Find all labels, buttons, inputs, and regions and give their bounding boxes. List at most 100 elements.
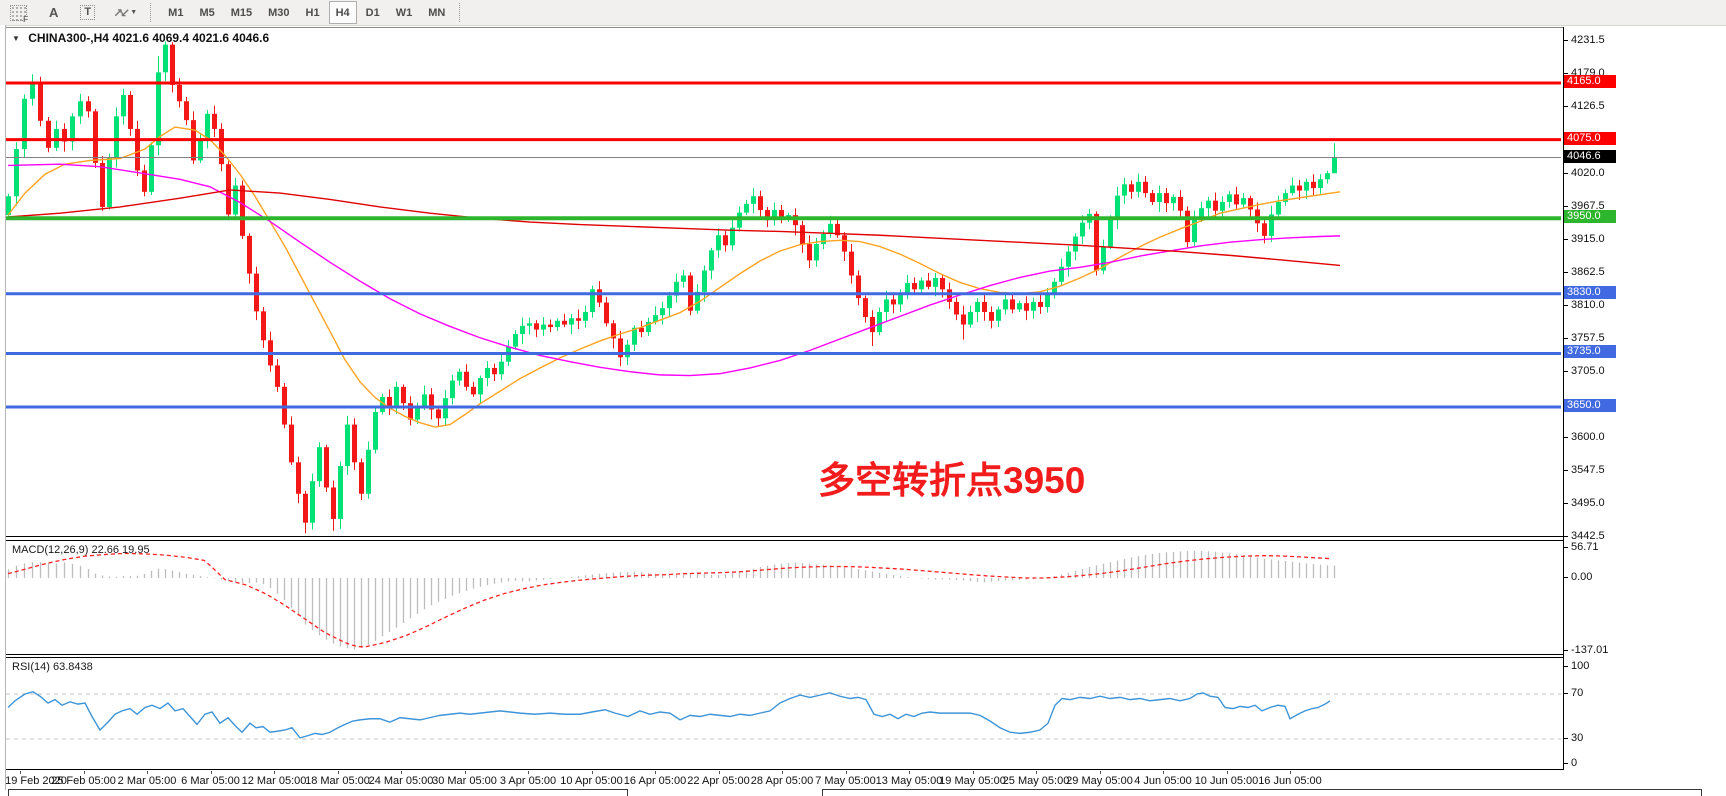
time-tick (337, 771, 339, 774)
axis-tick-label: 3967.5 (1571, 200, 1605, 213)
tf-button-H4[interactable]: H4 (328, 1, 357, 24)
axis-tick-label: 3757.5 (1571, 332, 1605, 345)
tf-button-M15[interactable]: M15 (230, 6, 253, 19)
time-label: 16 Jun 05:00 (1258, 775, 1322, 787)
text-label-button[interactable]: A (42, 1, 65, 24)
tf-button-W1[interactable]: W1 (395, 6, 413, 19)
grid-template-button[interactable]: F (3, 1, 34, 24)
axis-tick-label: 3915.0 (1571, 233, 1605, 246)
time-tick (210, 771, 212, 774)
candlestick-chart (6, 41, 1561, 534)
axis-tick-label: 30 (1571, 732, 1584, 744)
time-tick (147, 771, 148, 774)
tf-button-H1[interactable]: H1 (305, 6, 320, 19)
macd-signal-line (7, 552, 1332, 648)
time-label: 24 Mar 05:00 (368, 775, 434, 787)
axis-tick-label: 100 (1571, 660, 1590, 672)
time-label: 18 Mar 05:00 (305, 775, 370, 787)
time-tick (718, 771, 720, 774)
time-tick (20, 771, 21, 774)
axis-tick (1563, 305, 1568, 307)
axis-tick-label: 4126.5 (1571, 100, 1605, 113)
tf-button-M5[interactable]: M5 (199, 6, 215, 19)
axis-tick-label: 70 (1571, 687, 1584, 699)
time-label: 12 Mar 05:00 (241, 775, 307, 787)
ma-red-line (7, 189, 1341, 267)
tf-button-M1[interactable]: M1 (168, 6, 184, 19)
text-box-icon: T (80, 5, 96, 20)
text-box-button[interactable]: T (73, 1, 102, 24)
time-label: 4 Jun 05:00 (1134, 775, 1192, 787)
axis-tick-label: 3547.5 (1571, 464, 1605, 477)
time-label: 2 Mar 05:00 (117, 775, 177, 787)
macd-chart (7, 550, 1336, 650)
tf-button-M30[interactable]: M30 (268, 6, 290, 19)
axis-tick (1563, 763, 1568, 764)
price-label-4165.0: 4165.0 (1564, 75, 1616, 89)
chevron-down-icon[interactable]: ▼ (12, 34, 20, 43)
ohlc-values: 4021.6 4069.4 4021.6 4046.6 (112, 31, 270, 45)
time-label: 29 May 05:00 (1066, 775, 1133, 787)
time-label: 10 Jun 05:00 (1194, 775, 1259, 787)
time-label: 13 May 05:00 (875, 775, 943, 787)
time-label: 28 Apr 05:00 (750, 775, 814, 787)
tf-button-MN[interactable]: MN (428, 6, 446, 19)
axis-tick (1563, 206, 1568, 208)
axis-tick (1563, 437, 1568, 439)
toolbar-separator (150, 3, 156, 22)
axis-tick-label: 0.00 (1571, 571, 1593, 583)
time-tick (1290, 771, 1291, 774)
axis-tick-label: -137.01 (1571, 644, 1609, 656)
axis-tick (1563, 470, 1568, 472)
axis-tick-label: 56.71 (1571, 541, 1599, 553)
time-tick (782, 771, 783, 774)
time-tick (655, 771, 656, 774)
time-tick (83, 771, 85, 774)
axis-tick-label: 0 (1571, 757, 1578, 769)
time-tick (528, 771, 529, 774)
chevron-down-icon[interactable]: ▼ (130, 9, 138, 16)
axis-tick (1563, 371, 1568, 373)
main-chart-panel[interactable] (6, 27, 1563, 537)
price-label-3650.0: 3650.0 (1564, 398, 1616, 412)
axis-tick (1563, 40, 1568, 42)
time-label: 19 May 05:00 (939, 775, 1006, 787)
axis-tick-label: 4231.5 (1571, 34, 1605, 47)
rsi-chart (6, 690, 1561, 740)
macd-panel[interactable]: MACD(12,26,9) 22.66 19.95 (6, 540, 1563, 655)
price-label-3735.0: 3735.0 (1564, 345, 1616, 359)
axis-tick (1563, 106, 1568, 108)
time-label: 30 Mar 05:00 (432, 775, 497, 787)
time-tick (1036, 771, 1037, 774)
time-axis[interactable]: 19 Feb 2020 25 Feb 05:00 2 Mar 05:00 6 Mar … (5, 771, 1563, 790)
price-label-4075.0: 4075.0 (1564, 131, 1616, 145)
axis-tick (1563, 577, 1568, 578)
time-tick (1099, 771, 1101, 774)
macd-histogram (7, 550, 1336, 650)
grid-icon: F (10, 4, 28, 24)
candles-group (6, 41, 1337, 534)
window-tab[interactable] (822, 789, 1702, 796)
toolbar: F A T ↗↙ ▼ M1 M5 M15 M30 H1 H4 D1 W1 MN (0, 0, 1726, 26)
axis-tick-label: 3600.0 (1571, 431, 1605, 444)
axis-tick (1563, 239, 1568, 241)
arrows-tool-button[interactable]: ↗↙ ▼ (106, 1, 144, 24)
price-label-3830.0: 3830.0 (1564, 285, 1616, 299)
time-tick (401, 771, 402, 774)
tf-button-D1[interactable]: D1 (365, 6, 380, 19)
axis-tick (1563, 738, 1568, 739)
axis-tick (1563, 173, 1568, 175)
axis-tick-label: 3495.0 (1571, 497, 1605, 510)
axis-tick (1563, 73, 1568, 75)
ma-magenta-line (7, 163, 1341, 377)
annotation-text[interactable]: 多空转折点3950 (818, 460, 1086, 501)
axis-tick-label: 3705.0 (1571, 365, 1605, 378)
time-label: 25 May 05:00 (1002, 775, 1070, 787)
price-label-3950.0: 3950.0 (1564, 210, 1616, 224)
rsi-panel[interactable]: RSI(14) 63.8438 (6, 657, 1563, 770)
rsi-line (7, 690, 1331, 739)
axis-tick-label: 4020.0 (1571, 167, 1605, 180)
chart-title: ▼ CHINA300-,H4 4021.6 4069.4 4021.6 4046… (12, 31, 269, 45)
axis-tick (1563, 693, 1568, 694)
window-tab[interactable] (8, 789, 628, 796)
